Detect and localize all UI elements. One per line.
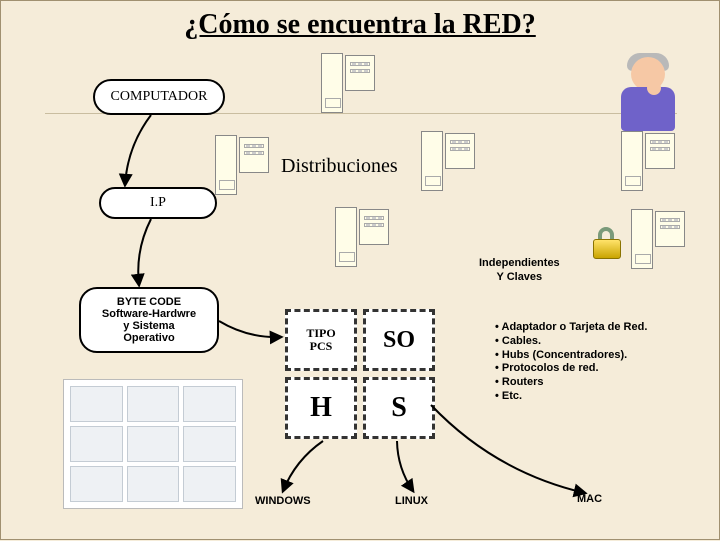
- node-computador: COMPUTADOR: [93, 79, 225, 115]
- puzzle-grid: TIPO PCS SO H S: [285, 309, 435, 439]
- page-title: ¿Cómo se encuentra la RED?: [1, 9, 719, 41]
- person-icon: [613, 45, 683, 135]
- computer-icon: [621, 131, 675, 199]
- node-ip: I.P: [99, 187, 217, 219]
- node-bytecode: BYTE CODE Software-Hardwre y Sistema Ope…: [79, 287, 219, 353]
- os-label-linux: LINUX: [395, 495, 428, 509]
- puzzle-cell-s: S: [363, 377, 435, 439]
- computer-icon: [215, 135, 269, 203]
- node-label: COMPUTADOR: [111, 89, 208, 105]
- cell-line: PCS: [310, 340, 333, 353]
- flow-arrow: [219, 321, 281, 337]
- flow-arrow: [283, 441, 323, 491]
- computer-icon: [335, 207, 389, 275]
- puzzle-cell-tipo-pcs: TIPO PCS: [285, 309, 357, 371]
- puzzle-cell-h: H: [285, 377, 357, 439]
- component-item: Protocolos de red.: [495, 362, 647, 376]
- os-label-windows: WINDOWS: [255, 495, 311, 509]
- label-distribuciones: Distribuciones: [281, 155, 398, 178]
- computer-icon: [421, 131, 475, 199]
- node-label: BYTE CODE Software-Hardwre y Sistema Ope…: [102, 296, 196, 344]
- flow-arrow: [431, 405, 585, 493]
- component-item: Etc.: [495, 390, 647, 404]
- computer-icon: [631, 209, 685, 277]
- component-item: Routers: [495, 376, 647, 390]
- component-item: Cables.: [495, 335, 647, 349]
- lock-icon: [593, 227, 621, 261]
- os-label-mac: MAC: [577, 493, 602, 507]
- computer-icon: [321, 53, 375, 121]
- flow-arrow: [397, 441, 413, 491]
- node-label: I.P: [150, 195, 166, 211]
- label-independientes: Independientes Y Claves: [479, 257, 560, 285]
- component-item: Adaptador o Tarjeta de Red.: [495, 321, 647, 335]
- flow-arrow: [138, 219, 151, 285]
- component-item: Hubs (Concentradores).: [495, 349, 647, 363]
- network-components-list: Adaptador o Tarjeta de Red.Cables.Hubs (…: [495, 321, 647, 404]
- flow-arrow: [125, 115, 151, 185]
- network-gear-montage: [63, 379, 243, 509]
- puzzle-cell-so: SO: [363, 309, 435, 371]
